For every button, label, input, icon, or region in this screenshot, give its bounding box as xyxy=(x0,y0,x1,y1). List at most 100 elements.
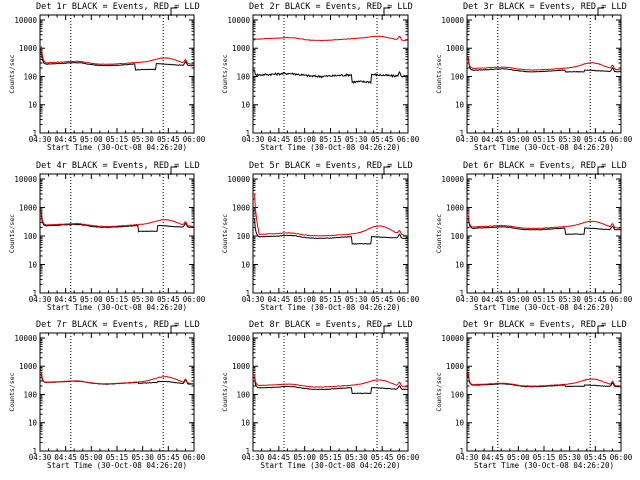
xtick-label: 06:00 xyxy=(397,295,420,304)
xtick-label: 05:15 xyxy=(106,453,129,462)
legend-mark xyxy=(597,7,604,16)
xtick-label: 05:30 xyxy=(558,295,581,304)
ytick-label: 100 xyxy=(450,390,464,399)
series-lld-line xyxy=(39,371,195,385)
ytick-label: 10 xyxy=(455,419,465,428)
xtick-label: 05:30 xyxy=(558,453,581,462)
panel-title: Det 3r BLACK = Events, RED = LLD xyxy=(463,2,627,12)
ytick-label: 1 xyxy=(459,289,464,298)
xtick-label: 04:45 xyxy=(268,135,291,144)
xtick-label: 06:00 xyxy=(397,135,420,144)
xtick-label: 05:15 xyxy=(319,135,342,144)
panel-title: Det 4r BLACK = Events, RED = LLD xyxy=(36,161,200,171)
series-lld-line xyxy=(467,57,622,71)
xtick-label: 06:00 xyxy=(183,453,206,462)
panel-det-4r: Det 4r BLACK = Events, RED = LLD 1 10 100 10… xyxy=(8,161,206,312)
xtick-label: 05:15 xyxy=(106,135,129,144)
ytick-label: 10 xyxy=(241,101,251,110)
ytick-label: 1000 xyxy=(446,44,465,53)
xtick-label: 05:45 xyxy=(584,135,607,144)
series-events-line xyxy=(252,376,409,395)
panel-det-3r: Det 3r BLACK = Events, RED = LLD 1 10 100 10… xyxy=(435,2,633,152)
ytick-label: 1000 xyxy=(232,362,251,371)
plot-frame xyxy=(466,173,622,294)
xtick-label: 05:45 xyxy=(157,135,180,144)
y-axis-label: Counts/sec xyxy=(221,214,229,253)
series-lld-line xyxy=(467,372,622,387)
xtick-label: 04:45 xyxy=(54,135,77,144)
series-events-line xyxy=(40,51,195,71)
ytick-label: 1 xyxy=(32,447,37,456)
y-axis-label: Counts/sec xyxy=(8,54,16,93)
legend-mark xyxy=(170,166,177,175)
xtick-label: 06:00 xyxy=(610,453,633,462)
xtick-label: 05:30 xyxy=(345,295,368,304)
ytick-label: 10000 xyxy=(441,175,464,184)
series-events-line xyxy=(40,374,195,385)
series-lld-line xyxy=(467,215,622,230)
xtick-label: 05:15 xyxy=(319,453,342,462)
series-events-line xyxy=(252,218,409,245)
series-events-line xyxy=(40,215,195,233)
legend-mark xyxy=(383,7,390,16)
plot-frame xyxy=(39,173,195,294)
panel-det-7r: Det 7r BLACK = Events, RED = LLD 1 10 100 10… xyxy=(8,320,206,470)
series-events-line xyxy=(466,218,622,236)
series-lld-line xyxy=(39,46,194,65)
ytick-label: 10 xyxy=(455,101,465,110)
xtick-label: 05:00 xyxy=(80,135,103,144)
y-axis-label: Counts/sec xyxy=(221,372,229,411)
ytick-label: 10 xyxy=(28,101,38,110)
xtick-label: 05:45 xyxy=(371,453,394,462)
xtick-label: 04:30 xyxy=(456,295,479,304)
xtick-label: 04:45 xyxy=(481,295,504,304)
xtick-label: 05:00 xyxy=(507,135,530,144)
x-axis-label: Start Time (30-Oct-08 04:26:20) xyxy=(261,461,401,470)
legend-mark xyxy=(383,325,390,334)
ytick-label: 100 xyxy=(236,390,250,399)
plot-frame xyxy=(252,332,409,452)
y-axis-label: Counts/sec xyxy=(435,372,443,411)
ytick-label: 100 xyxy=(23,390,37,399)
xtick-label: 05:30 xyxy=(345,135,368,144)
panel-det-6r: Det 6r BLACK = Events, RED = LLD 1 10 100 10… xyxy=(435,161,633,312)
xtick-label: 05:45 xyxy=(157,295,180,304)
xtick-label: 04:45 xyxy=(481,453,504,462)
xtick-label: 05:00 xyxy=(293,135,316,144)
x-axis-label: Start Time (30-Oct-08 04:26:20) xyxy=(474,143,614,152)
ytick-label: 1 xyxy=(245,447,250,456)
xtick-label: 04:45 xyxy=(268,295,291,304)
xtick-label: 05:45 xyxy=(584,453,607,462)
ytick-label: 100 xyxy=(236,72,250,81)
xtick-label: 05:15 xyxy=(533,295,556,304)
legend-mark xyxy=(170,325,177,334)
ytick-label: 1000 xyxy=(19,204,38,213)
legend-mark xyxy=(170,7,177,16)
xtick-label: 04:30 xyxy=(242,135,265,144)
plot-frame xyxy=(466,14,622,134)
ytick-label: 1000 xyxy=(232,44,251,53)
xtick-label: 05:15 xyxy=(533,453,556,462)
ytick-label: 10000 xyxy=(14,16,37,25)
xtick-label: 05:00 xyxy=(293,453,316,462)
panel-title: Det 8r BLACK = Events, RED = LLD xyxy=(249,320,413,330)
ytick-label: 100 xyxy=(23,72,37,81)
ytick-label: 10000 xyxy=(441,334,464,343)
ytick-label: 1000 xyxy=(19,362,38,371)
ytick-label: 10 xyxy=(241,261,251,270)
xtick-label: 05:30 xyxy=(558,135,581,144)
xtick-label: 04:45 xyxy=(54,295,77,304)
series-events-line xyxy=(466,58,621,73)
ytick-label: 10000 xyxy=(14,175,37,184)
ytick-label: 1 xyxy=(459,447,464,456)
xtick-label: 06:00 xyxy=(397,453,420,462)
xtick-label: 05:00 xyxy=(80,295,103,304)
xtick-label: 04:30 xyxy=(29,453,52,462)
y-axis-label: Counts/sec xyxy=(221,54,229,93)
ytick-label: 1 xyxy=(245,289,250,298)
ytick-label: 10000 xyxy=(227,334,250,343)
xtick-label: 05:30 xyxy=(131,453,154,462)
ytick-label: 100 xyxy=(450,72,464,81)
xtick-label: 05:30 xyxy=(131,295,154,304)
x-axis-label: Start Time (30-Oct-08 04:26:20) xyxy=(47,461,187,470)
